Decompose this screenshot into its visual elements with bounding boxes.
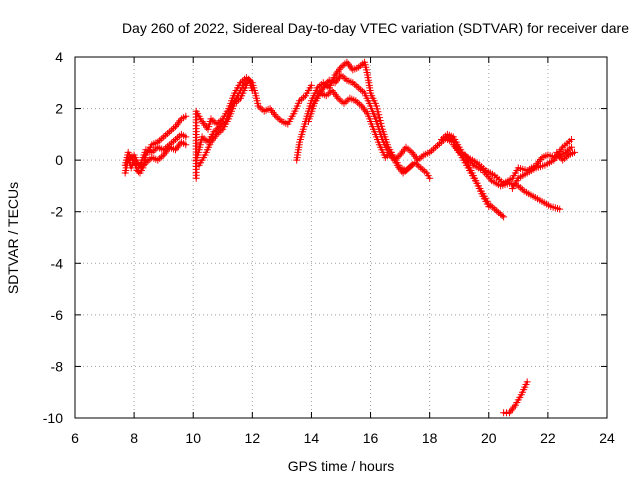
- series-markers: [461, 151, 564, 213]
- series-track-noon-3: [305, 87, 434, 182]
- x-tick-label: 6: [71, 430, 79, 446]
- x-tick-label: 16: [363, 430, 379, 446]
- plot-frame: [74, 56, 608, 419]
- series-markers: [121, 130, 190, 169]
- x-tick-label: 8: [130, 430, 138, 446]
- y-tick-label: -2: [51, 204, 64, 220]
- series-markers: [500, 378, 531, 417]
- series-track-early-3: [124, 138, 190, 172]
- y-axis-title: SDTVAR / TECUs: [5, 182, 21, 294]
- grid: [75, 57, 607, 418]
- y-tick-label: -8: [51, 358, 64, 374]
- x-tick-label: 20: [481, 430, 497, 446]
- series-track-evening-3: [553, 148, 578, 164]
- series-markers: [305, 87, 434, 182]
- series-markers: [553, 148, 578, 164]
- y-tick-label: -10: [43, 410, 63, 426]
- x-tick-label: 14: [304, 430, 320, 446]
- chart-title: Day 260 of 2022, Sidereal Day-to-day VTE…: [122, 20, 629, 36]
- data-series: [121, 58, 578, 417]
- series-track-early-2: [121, 130, 190, 169]
- series-track-evening-2: [508, 136, 575, 192]
- x-tick-label: 12: [245, 430, 261, 446]
- x-tick-label: 24: [599, 430, 615, 446]
- series-track-morning-3: [195, 81, 250, 169]
- x-axis-title: GPS time / hours: [288, 458, 395, 474]
- y-tick-label: 4: [55, 49, 63, 65]
- series-markers: [508, 136, 575, 192]
- series-track-outlier: [500, 378, 531, 417]
- y-tick-label: -6: [51, 307, 64, 323]
- series-line: [124, 133, 187, 167]
- y-tick-label: 2: [55, 101, 63, 117]
- x-tick-label: 22: [540, 430, 556, 446]
- y-tick-label: 0: [55, 152, 63, 168]
- series-markers: [124, 138, 190, 172]
- series-track-noon-2: [307, 71, 457, 164]
- y-tick-label: -4: [51, 255, 64, 271]
- x-tick-label: 18: [422, 430, 438, 446]
- series-markers: [195, 81, 250, 169]
- x-tick-label: 10: [185, 430, 201, 446]
